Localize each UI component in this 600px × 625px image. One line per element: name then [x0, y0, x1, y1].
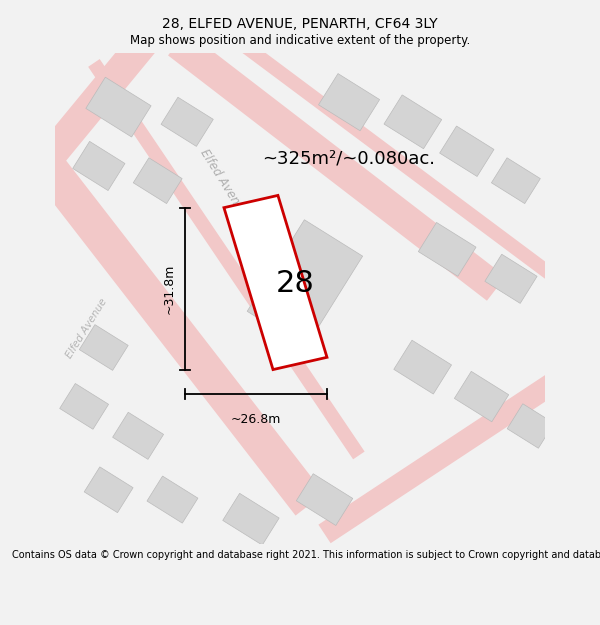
Polygon shape — [454, 371, 509, 422]
Polygon shape — [440, 126, 494, 176]
Text: Elfed Avenue: Elfed Avenue — [64, 296, 109, 359]
Text: ~325m²/~0.080ac.: ~325m²/~0.080ac. — [263, 149, 436, 168]
Polygon shape — [491, 158, 541, 204]
Text: Contains OS data © Crown copyright and database right 2021. This information is : Contains OS data © Crown copyright and d… — [12, 550, 600, 560]
Polygon shape — [86, 78, 151, 137]
Polygon shape — [133, 158, 182, 204]
Text: 28: 28 — [275, 269, 314, 298]
Text: ~26.8m: ~26.8m — [230, 412, 281, 426]
Text: Elfed Avenue: Elfed Avenue — [198, 147, 250, 219]
Polygon shape — [507, 404, 554, 448]
Polygon shape — [59, 384, 109, 429]
Polygon shape — [224, 196, 327, 369]
Text: Map shows position and indicative extent of the property.: Map shows position and indicative extent… — [130, 34, 470, 47]
Polygon shape — [147, 476, 198, 523]
Polygon shape — [113, 412, 164, 459]
Text: ~31.8m: ~31.8m — [163, 264, 176, 314]
Polygon shape — [223, 493, 279, 545]
Polygon shape — [418, 222, 476, 276]
Text: 28, ELFED AVENUE, PENARTH, CF64 3LY: 28, ELFED AVENUE, PENARTH, CF64 3LY — [162, 17, 438, 31]
Polygon shape — [73, 141, 125, 191]
Polygon shape — [485, 254, 537, 303]
Polygon shape — [247, 220, 362, 348]
Polygon shape — [84, 467, 133, 512]
Polygon shape — [394, 340, 452, 394]
Polygon shape — [79, 324, 128, 371]
Polygon shape — [384, 95, 442, 149]
Polygon shape — [161, 98, 213, 146]
Polygon shape — [296, 474, 353, 526]
Polygon shape — [319, 74, 380, 131]
